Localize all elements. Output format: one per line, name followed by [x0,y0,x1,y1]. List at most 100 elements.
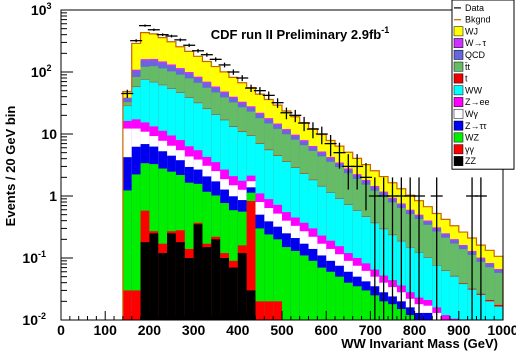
y-tick-exponent: -1 [38,249,46,259]
legend-fill-swatch [453,38,464,48]
bar-ZZ-210 [149,233,159,320]
bar-γγ-430 [246,201,256,320]
y-tick-base: 10 [31,2,47,18]
data-point-350 [209,57,222,62]
x-tick-label: 500 [270,322,294,338]
data-point-150 [121,89,134,98]
legend-fill-swatch [453,61,464,72]
data-point-230 [156,33,169,37]
data-point-430 [245,84,258,92]
x-tick-label: 400 [226,322,250,338]
bar-WZ-150 [122,190,132,320]
bar-Z→ττ-830 [423,312,433,320]
bar-Z→ee-890 [449,318,459,320]
legend-box [451,0,515,170]
bar-WW-890 [449,276,459,320]
legend-item-γγ: γγ [453,144,475,154]
y-tick-label: 103 [31,1,52,18]
data-point-490 [271,98,284,108]
data-point-290 [183,43,196,47]
y-tick-label: 10-1 [22,249,46,266]
legend-fill-swatch [453,97,464,107]
legend-fill-swatch [453,73,464,84]
data-point-270 [174,38,187,42]
data-point-610 [324,134,337,157]
data-point-190 [138,24,151,27]
legend-item-Wγ: Wγ [453,108,478,119]
legend-item-WZ: WZ [453,132,479,143]
legend-item-t̄t: t̄t [453,61,471,72]
legend-fill-swatch [453,49,464,60]
legend-fill-swatch [453,26,464,37]
data-point-250 [165,34,178,38]
y-tick-base: 10 [22,250,38,266]
bar-ZZ-330 [202,247,212,320]
y-tick-label: 10-2 [22,311,46,328]
bar-ZZ-290 [184,258,194,320]
data-point-310 [192,49,205,53]
x-tick-label: 900 [447,322,471,338]
data-point-530 [289,109,302,123]
bar-ZZ-190 [140,242,150,320]
legend-label: Z→ee [465,97,490,107]
bar-WZ-170 [131,174,141,320]
bar-ZZ-270 [175,242,185,320]
data-point-470 [262,91,275,100]
y-tick-exponent: -2 [38,311,46,321]
data-point-210 [147,28,160,32]
legend-label: WW [465,85,482,95]
bar-WZ-550 [299,255,309,320]
x-tick-label: 300 [182,322,206,338]
legend-label: γγ [465,144,475,154]
data-point-370 [218,62,231,68]
legend-label: WZ [465,133,479,143]
bar-γγ-490 [273,301,282,320]
legend-item-ZZ: ZZ [453,156,476,166]
bar-ZZ-410 [237,253,247,320]
legend-label: ZZ [465,156,476,166]
data-point-170 [130,39,143,43]
y-tick-exponent: 2 [46,63,51,73]
axes: 0 100 200 300 400 500 600 700 800 900 100010-210-1… [22,1,516,338]
bar-WZ-610 [326,271,336,320]
bar-γγ-450 [255,301,265,320]
data-point-550 [298,116,311,132]
y-tick-base: 10 [22,312,38,328]
legend-item-WJ: WJ [453,26,478,37]
data-point-950 [474,177,487,320]
bar-WZ-650 [343,282,353,320]
bar-WW-910 [458,284,468,320]
bar-Z→ee-870 [441,315,450,320]
bar-γγ-150 [122,290,132,320]
legend-fill-swatch [453,85,464,96]
chart-title-text: CDF run II Preliminary 2.9fb [211,27,382,42]
y-tick-base: 10 [31,64,47,80]
legend-label: WJ [465,26,478,36]
y-tick-label: 102 [31,63,52,80]
data-point-570 [306,122,319,139]
bar-t̄t-970 [485,267,495,320]
bar-ZZ-310 [193,224,203,320]
y-tick-exponent: 3 [46,1,51,11]
data-point-850 [430,177,443,320]
legend-label: QCD [465,50,486,60]
bar-γγ-170 [131,290,141,320]
bar-WZ-570 [308,260,318,320]
bar-ZZ-390 [228,267,238,320]
legend-fill-swatch [453,108,464,119]
legend-label: Wγ [465,109,478,119]
legend-label: Bkgnd [465,15,491,25]
legend-fill-swatch [453,156,464,166]
bar-WW-990 [494,306,503,320]
bar-Wγ-830 [423,305,433,320]
x-tick-label: 200 [138,322,162,338]
bar-WZ-670 [352,286,362,320]
legend-label: t [465,74,468,84]
bar-ZZ-230 [158,253,168,320]
bar-WZ-510 [282,247,291,320]
data-point-590 [315,126,328,145]
bar-WZ-530 [290,250,300,320]
bar-WW-830 [423,257,433,320]
